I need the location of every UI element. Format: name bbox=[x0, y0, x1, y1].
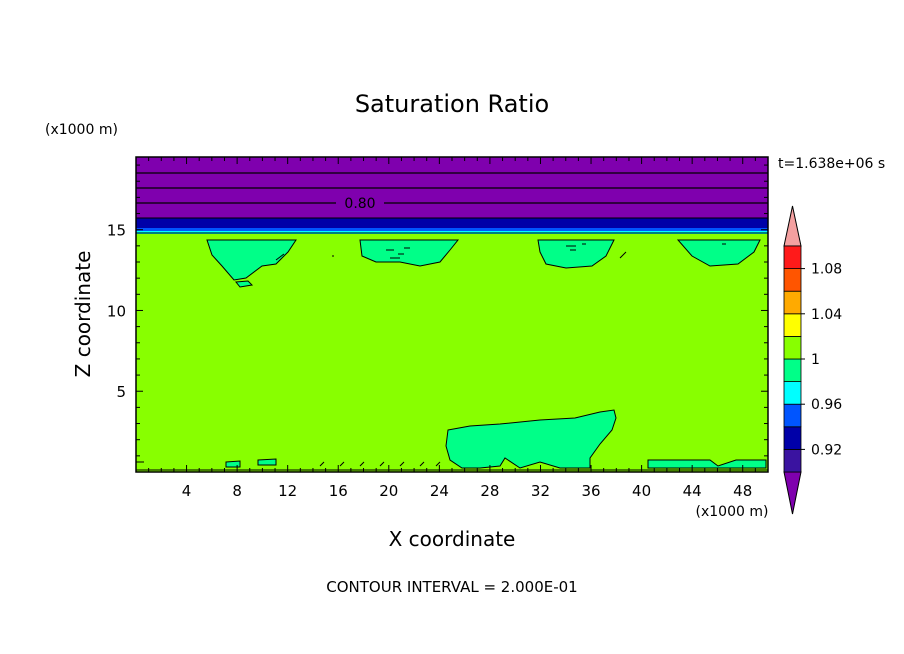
colorbar-segment bbox=[783, 448, 802, 473]
colorbar-segment bbox=[783, 313, 802, 337]
time-label: t=1.638e+06 s bbox=[778, 156, 885, 172]
plot-area: 0.80 bbox=[135, 156, 769, 473]
patch-upper-3 bbox=[537, 239, 615, 269]
colorbar-min-triangle bbox=[783, 471, 802, 515]
x-tick-label: 12 bbox=[278, 482, 297, 500]
x-tick-label: 16 bbox=[329, 482, 348, 500]
x-axis-unit: (x1000 m) bbox=[696, 504, 769, 520]
colorbar-label: 0.92 bbox=[811, 442, 842, 458]
y-axis-label: Z coordinate bbox=[71, 251, 95, 378]
patch-upper-2 bbox=[359, 239, 460, 267]
colorbar-segment bbox=[783, 381, 802, 405]
x-tick-label: 36 bbox=[581, 482, 600, 500]
x-tick-label: 4 bbox=[182, 482, 192, 500]
x-tick-label: 32 bbox=[531, 482, 550, 500]
colorbar-label: 1.04 bbox=[811, 307, 842, 323]
x-tick-label: 28 bbox=[480, 482, 499, 500]
colorbar-segment bbox=[783, 245, 802, 270]
colorbar-segment bbox=[783, 403, 802, 428]
colorbar-max-triangle bbox=[783, 205, 802, 247]
x-tick-label: 20 bbox=[379, 482, 398, 500]
y-axis-unit: (x1000 m) bbox=[45, 122, 118, 138]
contour-interval-footer: CONTOUR INTERVAL = 2.000E-01 bbox=[326, 578, 577, 596]
patch-upper-blob bbox=[235, 280, 254, 288]
chart-title: Saturation Ratio bbox=[355, 90, 549, 118]
patch-upper-1 bbox=[206, 239, 297, 281]
x-tick-label: 44 bbox=[683, 482, 702, 500]
transition-band-1 bbox=[136, 218, 768, 228]
patch-upper-4 bbox=[676, 239, 761, 267]
x-tick-label: 24 bbox=[430, 482, 449, 500]
transition-band-2 bbox=[136, 228, 768, 231]
patch-lower-right bbox=[647, 459, 767, 469]
y-tick-label: 10 bbox=[107, 302, 126, 320]
colorbar-segment bbox=[783, 358, 802, 383]
colorbar-segment bbox=[783, 426, 802, 450]
colorbar-label: 1.08 bbox=[811, 262, 842, 278]
x-tick-label: 8 bbox=[232, 482, 242, 500]
contour-label: 0.80 bbox=[344, 196, 375, 212]
colorbar-segment bbox=[783, 268, 802, 292]
patch-lower-main bbox=[445, 409, 617, 469]
patch-lower-small-1 bbox=[225, 460, 241, 468]
colorbar-label: 1 bbox=[811, 352, 820, 368]
y-tick-label: 15 bbox=[107, 222, 126, 240]
colorbar: 0.92 0.96 1 1.04 1.08 bbox=[783, 205, 842, 515]
colorbar-label: 0.96 bbox=[811, 397, 842, 413]
colorbar-segment bbox=[783, 290, 802, 315]
x-tick-label: 48 bbox=[733, 482, 752, 500]
patch-lower-small-2 bbox=[257, 458, 277, 466]
colorbar-segment bbox=[783, 335, 802, 360]
subsaturated-patches bbox=[206, 239, 767, 469]
y-tick-label: 5 bbox=[116, 383, 126, 401]
x-tick-label: 40 bbox=[632, 482, 651, 500]
x-axis-label: X coordinate bbox=[389, 527, 516, 551]
